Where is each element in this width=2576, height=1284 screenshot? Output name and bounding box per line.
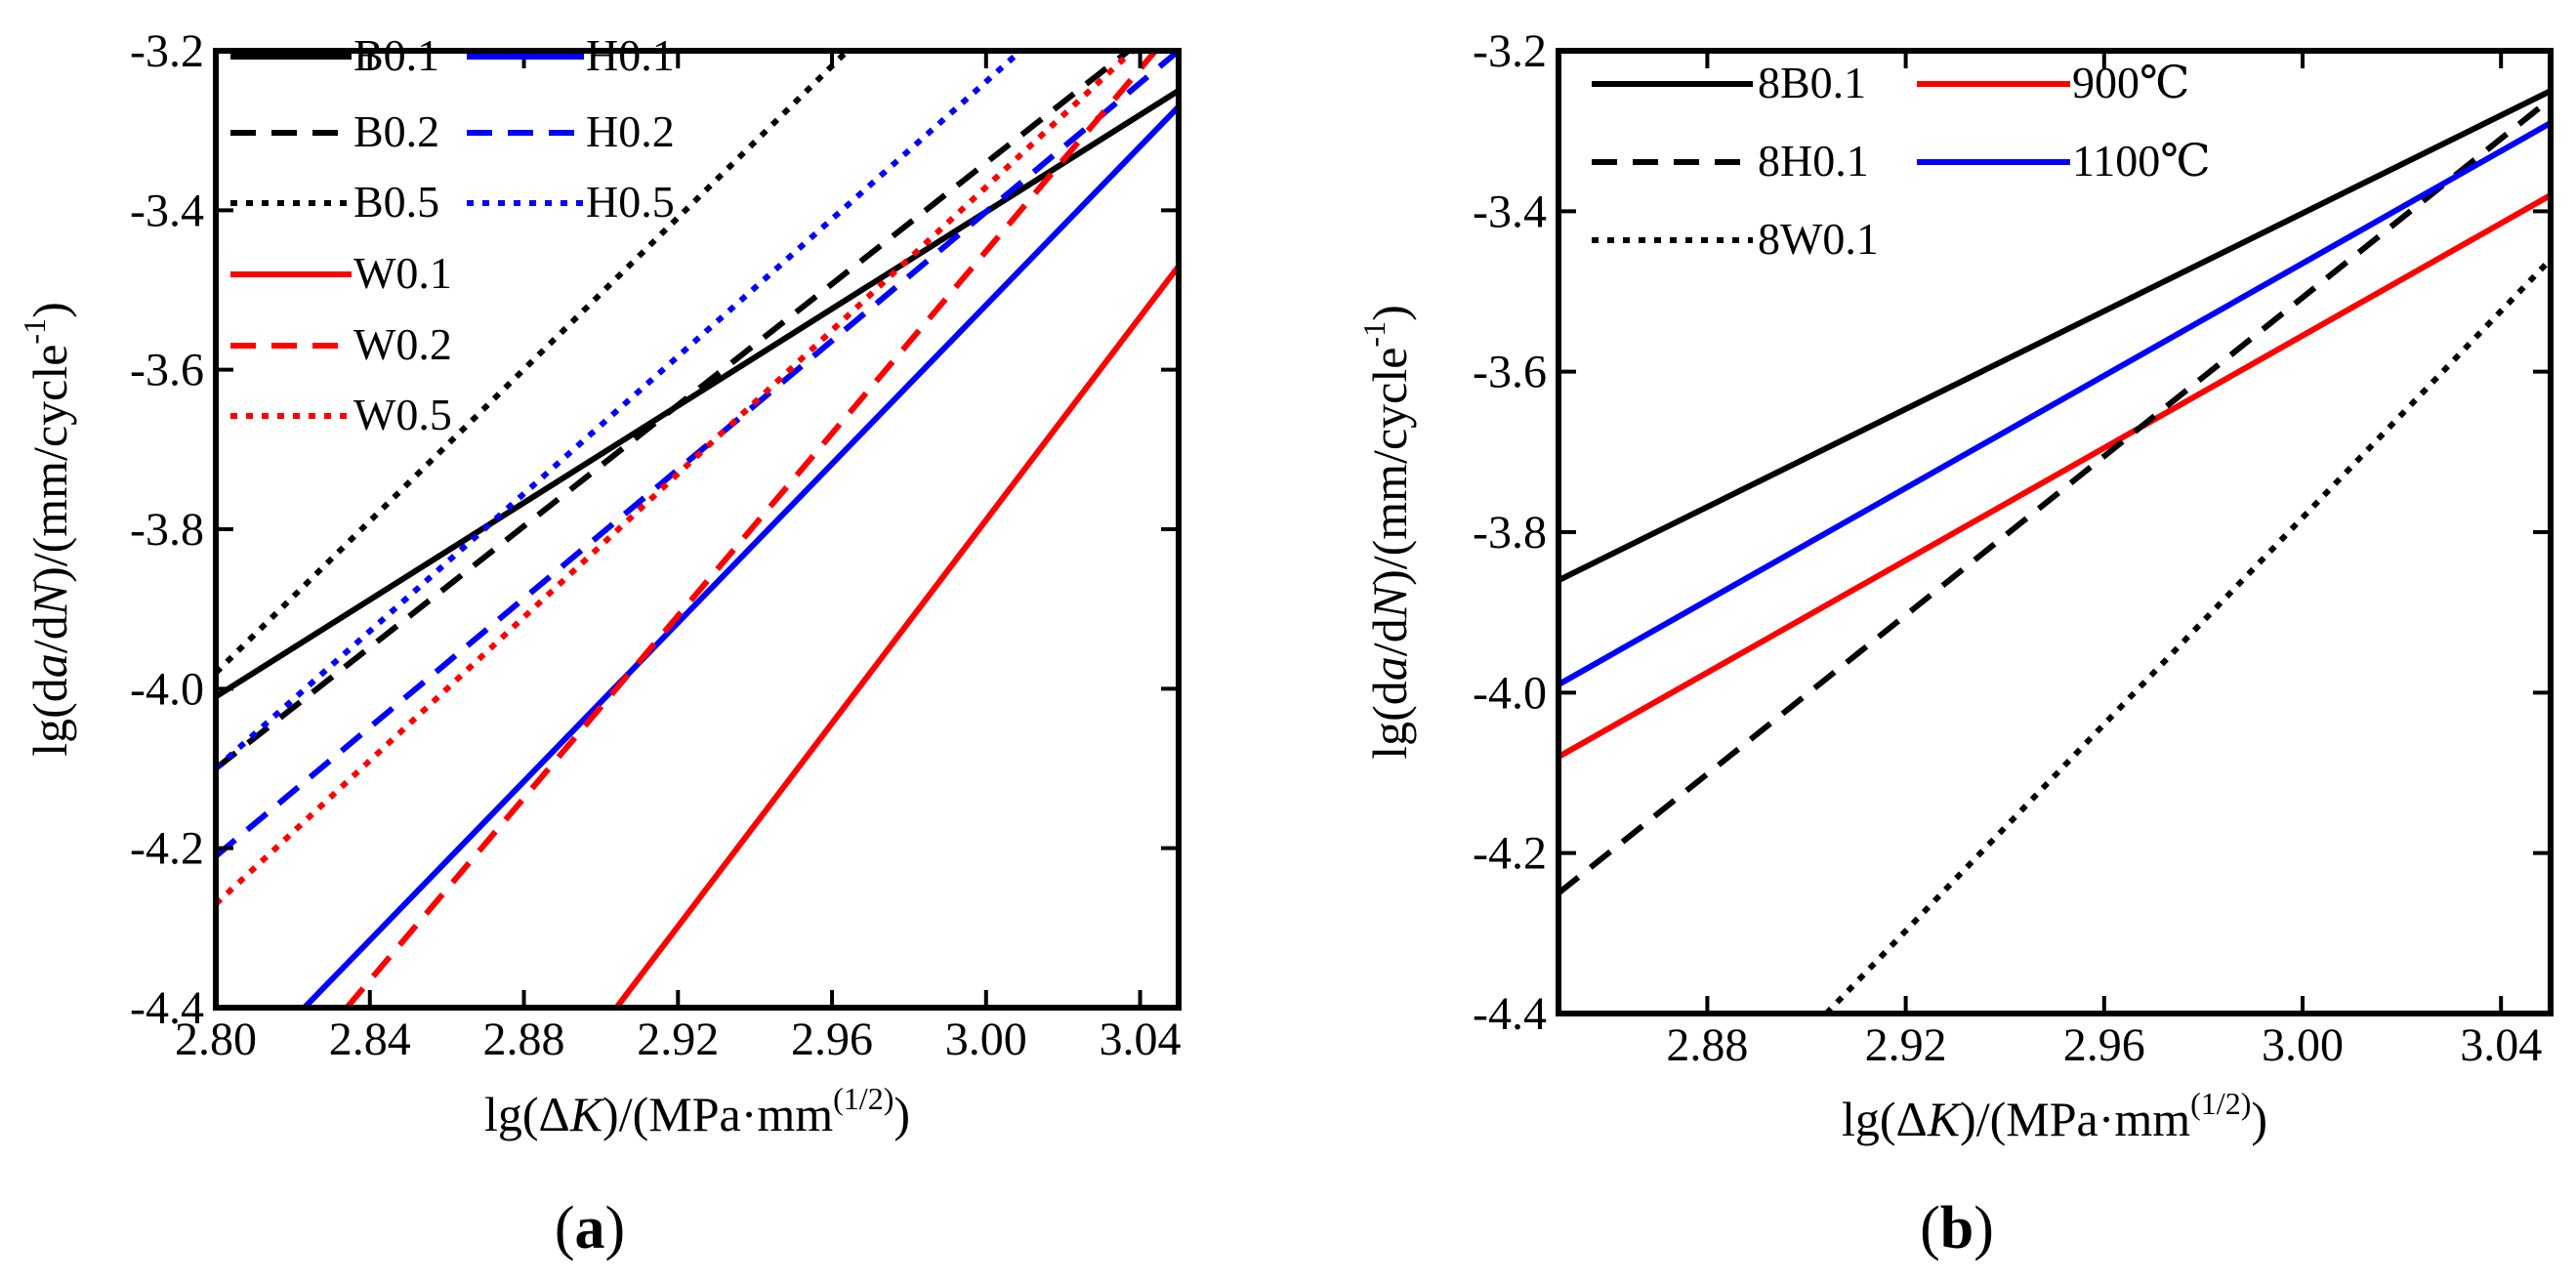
panel-a-ylabel-close: ) xyxy=(22,302,77,318)
panel-a-series-H0.1-line xyxy=(302,104,1179,1008)
panel-a-panel-caption: (a) xyxy=(555,1195,625,1262)
panel-a-legend-label-W0.2: W0.2 xyxy=(353,319,452,369)
panel-b-caption-open: ( xyxy=(1920,1195,1940,1262)
panel-b-ytick-label: -3.4 xyxy=(1473,186,1547,237)
panel-b-series-900℃-line xyxy=(1558,192,2551,760)
panel-b-series-group xyxy=(1558,88,2551,1014)
panel-b-xlabel-pre: lg(Δ xyxy=(1842,1092,1928,1146)
panel-a-ylabel-pre: lg(d xyxy=(22,678,77,757)
panel-a: 2.80 2.84 2.88 2.92 2.96 3.00 3.04 -3.2 -3.4 -3.6… xyxy=(17,25,1182,1262)
panel-b: 2.88 2.92 2.96 3.00 3.04 -3.2 -3.4 -3.6 -3.8 -4.0… xyxy=(1356,25,2554,1262)
panel-b-ylabel-mid: /d xyxy=(1362,618,1417,656)
panel-b-ylabel-pre: lg(d xyxy=(1362,681,1417,760)
panel-b-ylabel-a: a xyxy=(1362,656,1417,681)
panel-a-x-axis-label: lg(ΔK)/(MPa·mm(1/2)) xyxy=(484,1081,910,1141)
panel-a-xlabel-italic: K xyxy=(569,1087,605,1141)
panel-a-xlabel-post: )/(MPa·mm xyxy=(602,1087,833,1141)
panel-b-y-axis-label: lg(da/dN)/(mm/cycle-1) xyxy=(1356,305,1417,759)
panel-b-ylabel-sup: -1 xyxy=(1356,321,1392,348)
panel-a-legend-label-B0.1: B0.1 xyxy=(353,30,439,80)
panel-b-caption-close: ) xyxy=(1974,1195,1994,1262)
panel-b-ytick-label: -4.2 xyxy=(1473,828,1547,880)
panel-b-legend-label-8W0.1: 8W0.1 xyxy=(1758,214,1879,264)
panel-b-series-8W0.1-line xyxy=(1824,257,2551,1014)
panel-a-ylabel-a: a xyxy=(22,653,77,678)
panel-b-ylabel-n: N xyxy=(1362,583,1417,619)
panel-b-x-axis-label: lg(ΔK)/(MPa·mm(1/2)) xyxy=(1842,1086,2267,1146)
panel-a-legend-label-W0.5: W0.5 xyxy=(353,390,452,439)
panel-a-xtick-label: 2.88 xyxy=(483,1014,565,1065)
panel-b-xlabel-post: )/(MPa·mm xyxy=(1960,1092,2190,1146)
panel-b-ytick-label: -4.4 xyxy=(1473,988,1547,1040)
panel-b-ytick-label: -3.8 xyxy=(1473,507,1547,559)
panel-b-series-8B0.1-line xyxy=(1558,88,2551,583)
panel-a-y-axis-label: lg(da/dN)/(mm/cycle-1) xyxy=(17,302,77,756)
panel-a-ylabel-post: )/(mm/cycle xyxy=(22,345,77,583)
panel-a-xlabel-close: ) xyxy=(893,1087,910,1141)
panel-b-xtick-label: 3.00 xyxy=(2262,1019,2344,1071)
panel-a-legend-label-H0.5: H0.5 xyxy=(586,177,675,227)
panel-a-xtick-label: 2.96 xyxy=(791,1014,873,1065)
panel-a-xtick-label: 2.80 xyxy=(175,1014,257,1065)
panel-a-xtick-label: 2.84 xyxy=(329,1014,411,1065)
panel-b-xtick-label: 3.04 xyxy=(2460,1019,2542,1071)
panel-a-ytick-label: -3.4 xyxy=(130,185,204,236)
panel-b-plot-frame xyxy=(1556,48,2554,1016)
panel-b-xlabel-italic: K xyxy=(1927,1092,1963,1146)
panel-a-legend-label-W0.1: W0.1 xyxy=(353,248,452,298)
panel-a-xtick-label: 3.04 xyxy=(1100,1014,1182,1065)
panel-a-series-H0.5-line xyxy=(216,51,1023,771)
panel-a-legend-label-H0.1: H0.1 xyxy=(586,30,675,80)
panel-b-ylabel-post: )/(mm/cycle xyxy=(1362,348,1417,586)
panel-a-series-W0.1-line xyxy=(613,264,1179,1008)
panel-a-caption-close: ) xyxy=(605,1195,626,1262)
panel-b-xtick-label: 2.92 xyxy=(1865,1019,1947,1071)
panel-b-series-8H0.1-line xyxy=(1558,96,2551,896)
panel-b-legend-label-8B0.1: 8B0.1 xyxy=(1758,58,1866,107)
panel-a-series-B0.5-line xyxy=(216,51,850,676)
panel-a-series-W0.2-line xyxy=(344,51,1158,1008)
panel-a-xlabel-sup: (1/2) xyxy=(833,1081,893,1116)
panel-b-ytick-label: -3.6 xyxy=(1473,347,1547,398)
panel-a-xtick-label: 3.00 xyxy=(945,1014,1027,1065)
panel-b-panel-caption: (b) xyxy=(1920,1195,1994,1262)
panel-b-legend-label-8H0.1: 8H0.1 xyxy=(1758,136,1869,186)
panel-a-series-W0.5-line xyxy=(216,51,1135,906)
panel-a-ytick-label: -4.4 xyxy=(130,982,204,1034)
panel-b-xlabel-sup: (1/2) xyxy=(2190,1086,2251,1121)
panel-b-legend: 8B0.1 900℃ 8H0.1 1100℃ 8W0.1 xyxy=(1592,58,2211,264)
panel-a-legend-label-B0.5: B0.5 xyxy=(353,177,439,227)
panel-a-ytick-label: -3.2 xyxy=(130,25,204,77)
panel-b-xlabel-close: ) xyxy=(2251,1092,2267,1146)
panel-a-caption-open: ( xyxy=(555,1195,575,1262)
panel-b-xtick-label: 2.88 xyxy=(1666,1019,1748,1071)
panel-a-ytick-label: -4.2 xyxy=(130,823,204,875)
panel-a-ylabel-sup: -1 xyxy=(17,318,52,345)
panel-a-ytick-label: -3.8 xyxy=(130,504,204,556)
panel-b-xtick-label: 2.96 xyxy=(2063,1019,2145,1071)
panel-a-ylabel-n: N xyxy=(22,580,77,616)
panel-a-ytick-label: -4.0 xyxy=(130,663,204,715)
panel-a-series-group xyxy=(216,51,1179,1008)
panel-b-ytick-label: -4.0 xyxy=(1473,667,1547,719)
panel-a-xtick-label: 2.92 xyxy=(637,1014,719,1065)
panel-a-legend-label-H0.2: H0.2 xyxy=(586,106,675,156)
panel-a-xlabel-pre: lg(Δ xyxy=(484,1087,570,1141)
panel-b-series-1100℃-line xyxy=(1558,120,2551,687)
panel-a-legend: B0.1 H0.1 B0.2 H0.2 B0.5 H0.5 W0.1 W0.2 W0.5 xyxy=(230,30,675,439)
panel-b-legend-label-900℃: 900℃ xyxy=(2072,58,2189,107)
panel-a-series-B0.1-line xyxy=(216,88,1179,700)
panel-a-ytick-label: -3.6 xyxy=(130,345,204,396)
panel-a-caption-letter: a xyxy=(575,1195,605,1262)
panel-a-legend-label-B0.2: B0.2 xyxy=(353,106,439,156)
panel-b-legend-label-1100℃: 1100℃ xyxy=(2072,136,2211,186)
panel-a-ylabel-mid: /d xyxy=(22,615,77,653)
panel-b-ylabel-close: ) xyxy=(1362,305,1417,321)
panel-b-caption-letter: b xyxy=(1940,1195,1974,1262)
panel-a-series-B0.2-line xyxy=(216,51,1131,771)
panel-b-ytick-label: -3.2 xyxy=(1473,25,1547,77)
